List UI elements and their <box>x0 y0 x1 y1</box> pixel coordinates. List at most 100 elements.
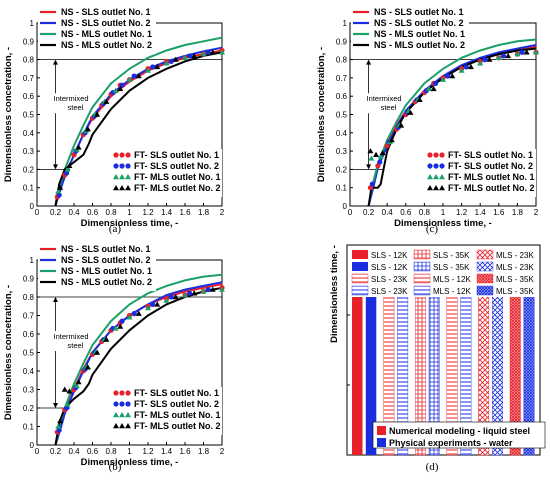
legend-swatch <box>125 412 131 418</box>
x-tick-label: 0 <box>35 208 40 217</box>
legend-label: NS - MLS outlet No. 2 <box>374 40 465 50</box>
data-point <box>112 325 119 331</box>
plot-frame <box>346 244 541 456</box>
legend-swatch <box>119 163 125 169</box>
y-axis-label: Dimensionless concetration, - <box>316 47 327 182</box>
legend-label: FT- SLS outlet No. 1 <box>134 150 219 160</box>
y-tick-label: 0.7 <box>23 74 35 83</box>
x-axis-label: Dimensionless time, - <box>81 457 179 468</box>
y-axis-label: Dimensionless concetration, - <box>3 285 14 420</box>
data-point <box>398 122 405 128</box>
y-tick-label: 0.5 <box>23 349 35 358</box>
y-tick-label: 0.6 <box>23 92 35 101</box>
legend-label: SLS - 23K <box>371 287 408 296</box>
subfigure-label: (d) <box>426 461 439 473</box>
data-point <box>477 60 484 66</box>
legend-swatch <box>119 174 125 180</box>
legend-swatch <box>113 185 119 191</box>
legend-swatch <box>125 174 131 180</box>
legend-label: NS - SLS outlet No. 2 <box>374 18 464 28</box>
legend-swatch <box>119 423 125 429</box>
legend-label: NS - SLS outlet No. 2 <box>61 255 151 265</box>
legend-swatch <box>377 438 386 447</box>
legend-label: FT- SLS outlet No. 2 <box>134 161 219 171</box>
data-point <box>187 290 193 296</box>
x-tick-label: 1.2 <box>142 208 154 217</box>
legend-label: NS - MLS outlet No. 1 <box>61 29 152 39</box>
y-tick-label: 0.9 <box>336 37 348 46</box>
legend-bg <box>349 247 538 297</box>
legend-swatch <box>439 174 445 180</box>
x-tick-label: 1.2 <box>142 447 154 456</box>
y-tick-label: 1 <box>30 256 35 265</box>
data-point <box>172 56 179 62</box>
data-point <box>500 53 507 59</box>
legend-label: Physical experiments - water <box>389 438 513 448</box>
legend-label: SLS - 12K <box>371 251 408 260</box>
data-point <box>388 137 395 143</box>
x-tick-label: 2 <box>220 447 225 456</box>
annotation-bg <box>51 93 92 114</box>
data-point <box>369 181 375 187</box>
annotation-text: steel <box>68 103 84 112</box>
data-point <box>519 49 525 55</box>
data-point <box>61 386 68 392</box>
x-tick-label: 0 <box>348 208 353 217</box>
data-point <box>103 98 110 104</box>
y-tick-label: 0.3 <box>23 147 35 156</box>
data-point <box>84 126 91 132</box>
data-point <box>56 192 62 198</box>
data-point <box>57 184 64 190</box>
data-point <box>407 109 414 115</box>
legend-label: MLS - 12K <box>433 287 471 296</box>
legend-swatch <box>119 152 125 158</box>
data-point <box>191 52 198 59</box>
bar <box>365 261 377 455</box>
data-point <box>103 336 110 342</box>
legend-label: MLS - 12K <box>433 275 471 284</box>
chart-c: 0 0.2 0.4 0.6 0.8 1 1.2 1.4 1.6 1.8 2 0 0.1 0.2 0.3 0.4… <box>316 6 539 235</box>
data-point <box>430 85 437 92</box>
y-tick-label: 0.5 <box>23 111 35 120</box>
data-point <box>182 54 188 60</box>
legend-swatch <box>413 285 431 296</box>
x-tick-label: 1.6 <box>179 208 191 217</box>
legend-swatch <box>427 174 433 180</box>
y-tick-label: 0.7 <box>23 312 35 321</box>
legend-swatch <box>119 401 125 407</box>
x-tick-label: 1.2 <box>456 208 468 217</box>
bar <box>352 277 363 455</box>
legend-swatch <box>113 174 119 180</box>
legend-swatch <box>125 390 131 396</box>
x-tick-label: 1.8 <box>198 447 210 456</box>
legend-swatch <box>433 163 439 169</box>
y-tick-label: 0.1 <box>23 184 35 193</box>
legend-label: NS - MLS outlet No. 1 <box>61 266 152 276</box>
subfigure-label: (c) <box>426 223 439 235</box>
y-tick-label: 0.2 <box>23 165 35 174</box>
y-tick-label: 1 <box>30 19 35 28</box>
data-point <box>168 294 174 300</box>
x-tick-label: 0.8 <box>105 447 117 456</box>
x-axis-label: Dimensionless time, - <box>81 218 179 229</box>
y-tick-label: 0 <box>30 441 35 450</box>
y-tick-label: 0.5 <box>336 111 348 120</box>
data-point <box>191 290 198 296</box>
data-point <box>73 382 80 388</box>
data-point <box>368 155 375 161</box>
legend-swatch <box>125 423 131 429</box>
legend-label: FT- MLS outlet No. 1 <box>134 172 221 182</box>
x-tick-label: 2 <box>220 208 225 217</box>
data-point <box>219 286 225 292</box>
data-point <box>117 323 124 329</box>
data-point <box>377 153 384 159</box>
legend-label: FT- MLS outlet No. 2 <box>448 183 535 193</box>
x-tick-label: 1.4 <box>475 208 487 217</box>
y-tick-label: 0.3 <box>23 386 35 395</box>
annotation-text: Intermixed <box>367 94 402 103</box>
legend-swatch <box>439 163 445 169</box>
data-point <box>84 364 91 370</box>
data-point <box>75 379 82 385</box>
legend-swatch <box>119 390 125 396</box>
